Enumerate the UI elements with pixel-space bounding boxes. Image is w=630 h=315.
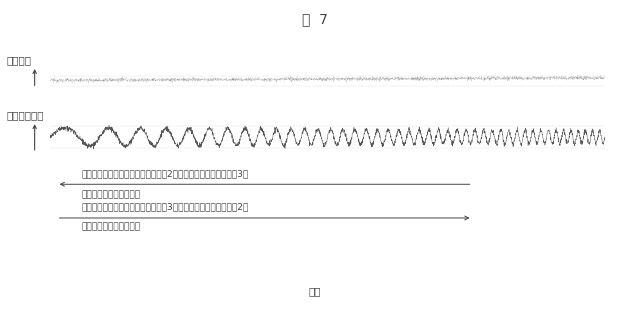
Text: 圧延速度: 圧延速度	[6, 55, 32, 66]
Text: （変動周期：長から短）: （変動周期：長から短）	[82, 191, 141, 200]
Text: 時間: 時間	[309, 286, 321, 296]
Text: 図  7: 図 7	[302, 13, 328, 26]
Text: （圧延方向：出側テンションリール3から入側テンションリール2）: （圧延方向：出側テンションリール3から入側テンションリール2）	[82, 202, 249, 211]
Text: （変動周期：短から長）: （変動周期：短から長）	[82, 223, 141, 232]
Text: （圧延方向：入側テンションリール2から出側テンションリール3）: （圧延方向：入側テンションリール2から出側テンションリール3）	[82, 169, 249, 178]
Text: 出側板厚偏差: 出側板厚偏差	[6, 110, 44, 120]
